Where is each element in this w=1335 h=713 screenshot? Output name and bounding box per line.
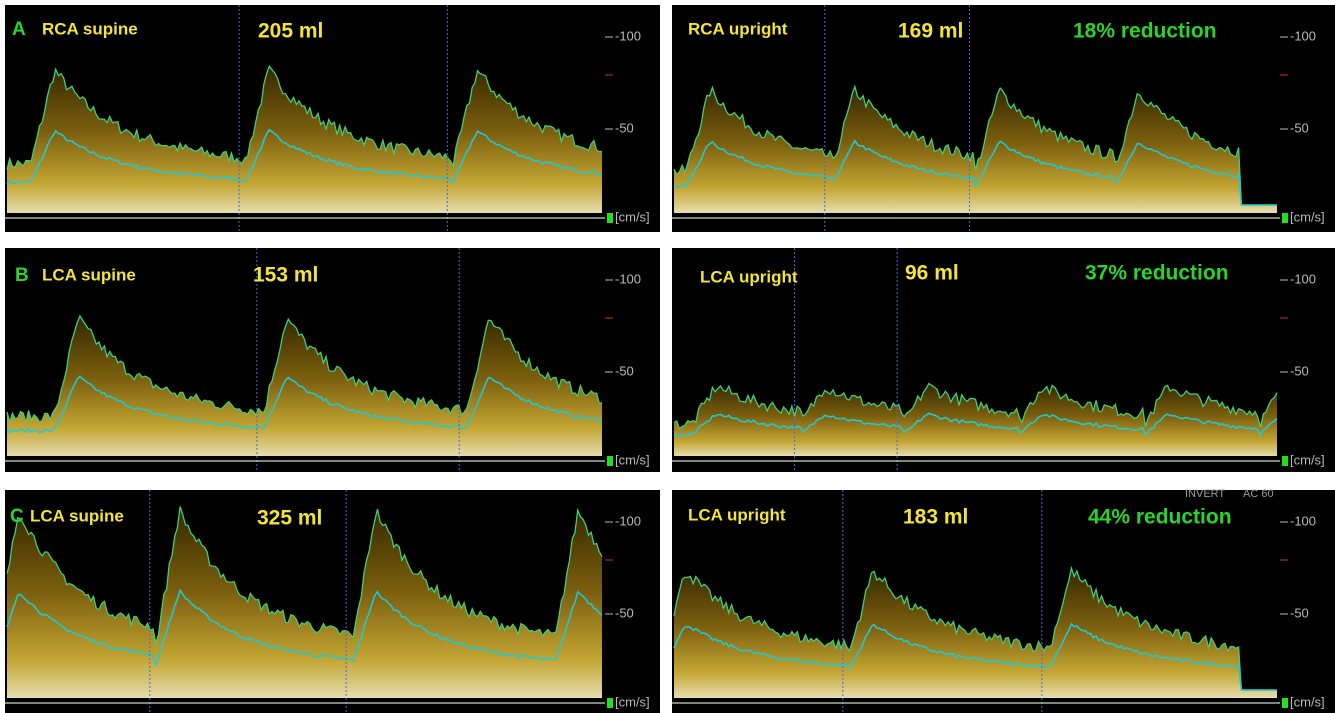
- doppler-panel: [cm/s] -100 -50 C LCA supine 325 ml: [5, 490, 660, 713]
- panel-reduction: 37% reduction: [1085, 262, 1229, 285]
- panel-label: RCA supine: [42, 19, 138, 38]
- panel-letter: A: [12, 19, 26, 40]
- mean-envelope: [673, 622, 1277, 691]
- panel-reduction: 18% reduction: [1073, 20, 1217, 43]
- baseline-marker: [607, 698, 613, 708]
- doppler-panel: [cm/s] -100 -50 RCA upright 169 ml 18% reduct…: [672, 5, 1335, 232]
- spectral-fill: [674, 383, 1277, 456]
- tick-label: -50: [1290, 363, 1309, 378]
- panel-label: LCA supine: [42, 265, 136, 284]
- baseline-marker: [607, 213, 613, 223]
- tick-label: -50: [1290, 120, 1309, 135]
- baseline-marker: [1282, 698, 1288, 708]
- tick-label: -50: [1290, 605, 1309, 620]
- velocity-unit: [cm/s]: [1290, 452, 1325, 467]
- velocity-unit: [cm/s]: [615, 452, 650, 467]
- velocity-unit: [cm/s]: [1290, 209, 1325, 224]
- panel-volume: 183 ml: [903, 506, 968, 529]
- doppler-panel: [cm/s] -100 -50 B LCA supine 153 ml: [5, 248, 660, 472]
- tick-label: -50: [615, 363, 634, 378]
- panel-label: LCA upright: [700, 267, 798, 286]
- peak-envelope: [673, 382, 1278, 431]
- baseline-marker: [607, 456, 613, 466]
- tick-label: -100: [1290, 271, 1316, 286]
- tick-label: -100: [615, 28, 641, 43]
- panel-label: LCA upright: [688, 505, 786, 524]
- tick-label: -100: [1290, 513, 1316, 528]
- spectral-fill: [7, 66, 602, 213]
- panel-label: LCA supine: [30, 506, 124, 525]
- mean-envelope: [673, 412, 1278, 438]
- spectral-fill: [7, 316, 602, 456]
- peak-envelope: [673, 565, 1277, 691]
- panel-letter: C: [10, 506, 24, 527]
- panel-volume: 205 ml: [258, 20, 323, 43]
- panel-volume: 96 ml: [905, 262, 959, 285]
- tick-label: -50: [615, 120, 634, 135]
- panel-volume: 153 ml: [253, 264, 318, 287]
- velocity-unit: [cm/s]: [615, 694, 650, 709]
- panel-volume: 325 ml: [257, 507, 322, 530]
- panel-filter: AC 60: [1243, 488, 1274, 500]
- tick-label: -50: [615, 605, 634, 620]
- doppler-panel: [cm/s] -100 -50 LCA upright 183 ml 44% reduct…: [672, 488, 1335, 713]
- velocity-unit: [cm/s]: [615, 209, 650, 224]
- panel-reduction: 44% reduction: [1088, 506, 1232, 529]
- mean-envelope: [6, 375, 603, 434]
- tick-label: -100: [615, 513, 641, 528]
- panel-letter: B: [15, 265, 29, 286]
- panel-volume: 169 ml: [898, 20, 963, 43]
- mean-envelope: [673, 139, 1277, 206]
- velocity-unit: [cm/s]: [1290, 694, 1325, 709]
- peak-envelope: [6, 506, 603, 646]
- peak-envelope: [673, 84, 1277, 206]
- doppler-panel: [cm/s] -100 -50 LCA upright 96 ml 37% reducti…: [672, 248, 1335, 472]
- peak-envelope: [6, 314, 603, 425]
- doppler-panel: [cm/s] -100 -50 A RCA supine 205 ml: [5, 5, 660, 232]
- mean-envelope: [6, 128, 603, 185]
- panel-mode: INVERT: [1185, 488, 1225, 500]
- peak-envelope: [6, 64, 603, 170]
- spectral-fill: [7, 506, 602, 698]
- panel-label: RCA upright: [688, 19, 788, 38]
- tick-label: -100: [615, 271, 641, 286]
- tick-label: -100: [1290, 28, 1316, 43]
- baseline-marker: [1282, 213, 1288, 223]
- mean-envelope: [6, 588, 603, 668]
- baseline-marker: [1282, 456, 1288, 466]
